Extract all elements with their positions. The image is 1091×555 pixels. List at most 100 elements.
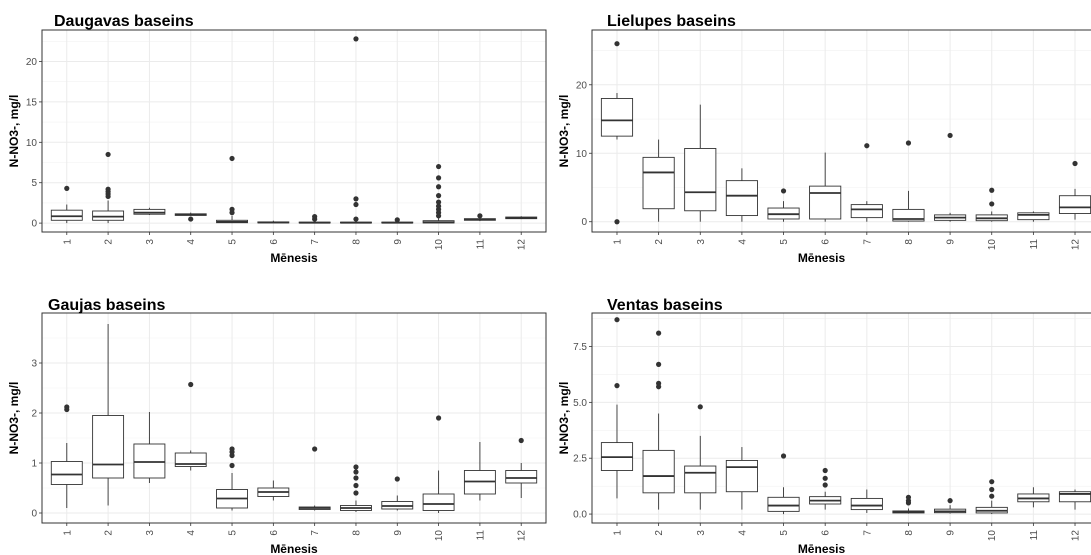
y-tick-label: 15 [26,97,38,108]
box-month-11 [1017,211,1050,222]
outlier-point [353,469,359,475]
outlier-point [353,490,359,496]
x-tick-label: 11 [475,239,486,250]
y-axis-label: N-NO3-, mg/l [7,95,21,168]
outlier-point [312,214,318,220]
x-tick-label: 11 [1029,530,1040,541]
x-tick-label: 9 [393,239,404,245]
x-tick-label: 1 [62,239,73,245]
x-tick-label: 10 [434,239,445,251]
y-tick-label: 1 [31,459,37,470]
x-tick-label: 6 [821,530,832,536]
outlier-point [614,41,620,47]
plot-background [592,313,1091,523]
x-tick-label: 1 [62,530,73,536]
x-tick-label: 11 [1029,239,1040,250]
outlier-point [435,199,442,205]
outlier-point [229,446,235,452]
box-iqr [684,148,717,212]
x-tick-label: 4 [737,530,748,536]
outlier-point [435,163,442,170]
box-month-4 [725,447,758,510]
box-iqr [850,497,883,511]
box-iqr [505,470,538,484]
y-tick-label: 2.5 [573,454,587,465]
box-month-10 [422,415,455,513]
outlier-point [947,132,953,139]
box-iqr [133,443,166,479]
outlier-point [353,482,359,489]
box-month-8 [892,140,925,222]
box-month-4 [725,168,758,222]
outlier-point [905,140,912,146]
box-month-12 [505,216,538,220]
outlier-point [656,330,662,336]
box-month-2 [642,139,675,222]
outlier-point [614,383,620,389]
y-tick-label: 0 [31,219,37,230]
x-tick-label: 10 [987,239,998,251]
x-tick-label: 5 [779,239,790,245]
box-iqr [850,204,883,219]
box-month-9 [934,498,967,514]
outlier-point [947,498,953,504]
x-tick-label: 8 [351,530,362,536]
box-month-8 [892,494,925,514]
box-month-3 [133,412,166,483]
y-tick-label: 2 [31,409,37,420]
y-tick-label: 0 [581,217,587,228]
chart-title: Lielupes baseins [607,13,736,30]
outlier-point [989,479,995,485]
x-tick-label: 12 [517,239,528,251]
x-tick-label: 8 [904,530,915,536]
outlier-point [229,206,235,212]
outlier-point [822,475,828,481]
box-month-3 [684,104,717,222]
outlier-point [105,151,111,158]
outlier-point [822,482,828,488]
box-month-4 [174,212,207,222]
chart-title: Daugavas baseins [54,13,194,30]
outlier-point [312,446,318,452]
box-month-6 [257,480,290,501]
x-tick-label: 3 [696,530,707,536]
outlier-point [989,201,995,207]
y-axis-label: N-NO3-, mg/l [557,95,571,168]
box-iqr [1058,195,1091,214]
box-iqr [92,415,125,479]
outlier-point [394,217,400,223]
box-month-5 [767,453,800,515]
box-month-5 [767,188,800,222]
box-iqr [92,210,125,221]
x-tick-label: 2 [654,530,665,536]
x-tick-label: 10 [434,530,445,542]
outlier-point [989,493,995,499]
y-tick-label: 10 [576,149,588,160]
box-iqr [50,461,83,485]
box-iqr [50,209,83,221]
x-tick-label: 4 [186,239,197,245]
outlier-point [656,361,662,367]
plot-border [591,29,1091,233]
y-tick-label: 5.0 [573,398,587,409]
outlier-point [780,188,787,194]
box-iqr [725,459,758,493]
outlier-point [435,203,442,209]
box-month-1 [50,185,83,224]
outlier-point [697,404,703,410]
outlier-point [229,462,235,469]
outlier-point [353,464,359,470]
outlier-point [435,184,442,190]
x-axis-label: Mēnesis [270,542,318,555]
box-month-6 [809,152,842,222]
x-tick-label: 7 [310,239,321,245]
outlier-point [435,175,442,181]
box-month-1 [50,404,83,508]
x-tick-label: 6 [821,239,832,245]
x-tick-label: 6 [269,530,280,536]
box-iqr [642,156,675,210]
x-tick-label: 12 [1071,530,1082,542]
box-iqr [684,465,717,494]
